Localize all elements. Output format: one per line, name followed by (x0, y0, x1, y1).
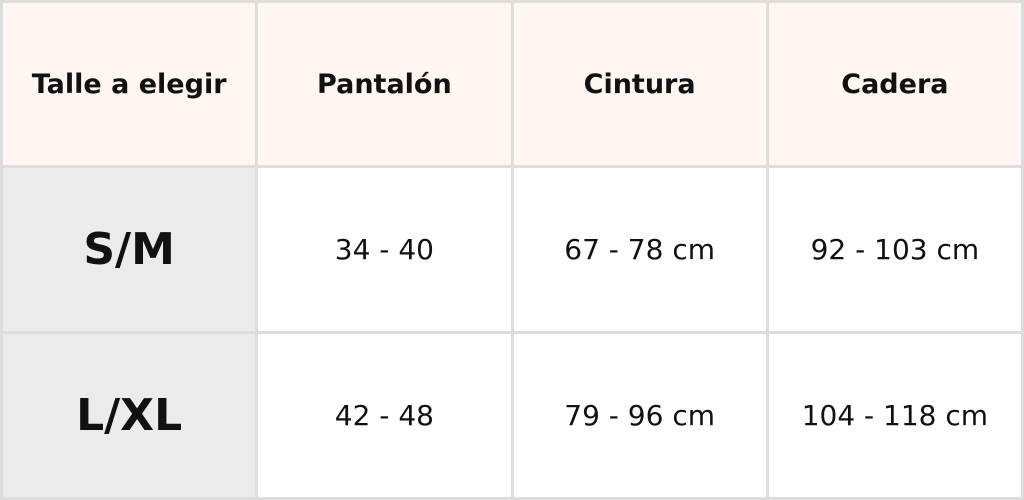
table-row: L/XL 42 - 48 79 - 96 cm 104 - 118 cm (0, 331, 1024, 500)
header-cell: Cintura (510, 0, 769, 168)
table-body: S/M 34 - 40 67 - 78 cm 92 - 103 cm L/XL 42 - … (0, 165, 1024, 500)
header-cell: Cadera (765, 0, 1024, 168)
header-cell: Talle a elegir (0, 0, 259, 168)
table-cell: 34 - 40 (255, 165, 514, 334)
table-cell: 79 - 96 cm (510, 331, 769, 500)
size-cell: L/XL (0, 331, 259, 500)
table-row: S/M 34 - 40 67 - 78 cm 92 - 103 cm (0, 165, 1024, 334)
table-cell: 42 - 48 (255, 331, 514, 500)
header-cell: Pantalón (255, 0, 514, 168)
header-row: Talle a elegir Pantalón Cintura Cadera (0, 0, 1024, 168)
table-cell: 67 - 78 cm (510, 165, 769, 334)
size-cell: S/M (0, 165, 259, 334)
table-cell: 104 - 118 cm (765, 331, 1024, 500)
table-cell: 92 - 103 cm (765, 165, 1024, 334)
